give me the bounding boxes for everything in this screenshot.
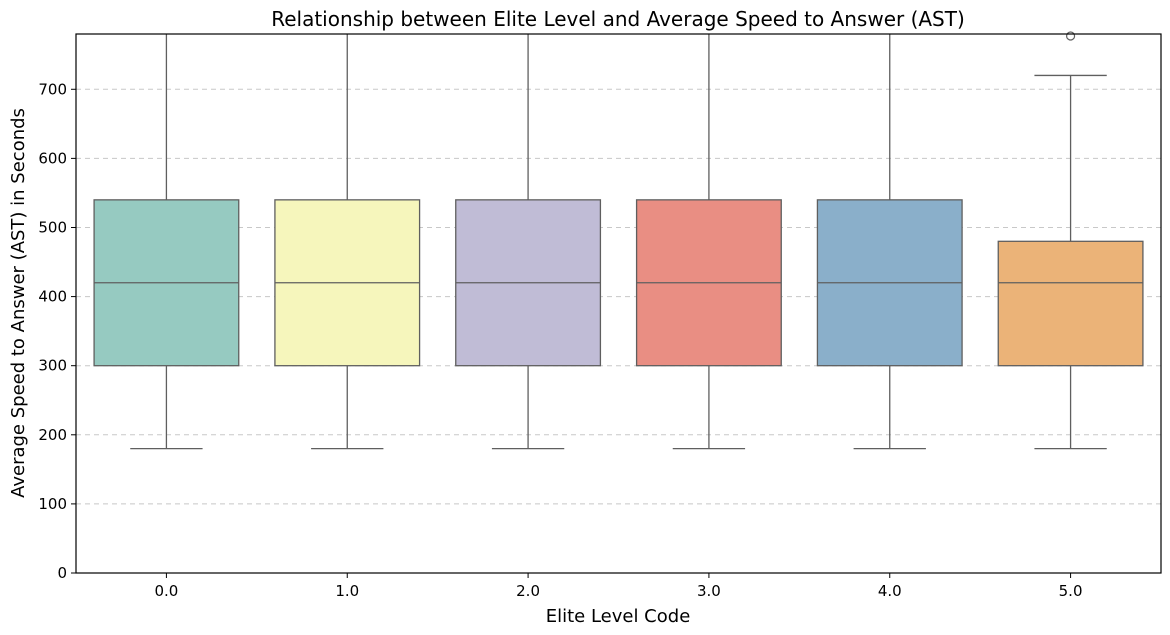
y-tick-label: 500 xyxy=(38,218,67,236)
x-tick-label: 5.0 xyxy=(1059,582,1083,600)
box-group xyxy=(997,31,1144,450)
y-axis-label: Average Speed to Answer (AST) in Seconds xyxy=(8,108,29,498)
x-tick-label: 0.0 xyxy=(154,582,178,600)
y-tick-label: 700 xyxy=(38,80,67,98)
box-group xyxy=(816,34,963,450)
grid-lines xyxy=(76,88,1161,505)
y-axis: 0 100 200 300 400 500 600 700 xyxy=(38,80,76,582)
y-tick-label: 600 xyxy=(38,149,67,167)
y-tick-label: 300 xyxy=(38,357,67,375)
box-group xyxy=(635,34,782,450)
box-group xyxy=(455,34,602,450)
box-group xyxy=(274,34,421,450)
x-tick-label: 1.0 xyxy=(335,582,359,600)
x-tick-label: 3.0 xyxy=(697,582,721,600)
x-tick-label: 4.0 xyxy=(878,582,902,600)
x-tick-label: 2.0 xyxy=(516,582,540,600)
y-tick-label: 200 xyxy=(38,426,67,444)
y-tick-label: 100 xyxy=(38,495,67,513)
chart-title: Relationship between Elite Level and Ave… xyxy=(271,7,965,31)
box-series xyxy=(93,31,1144,450)
box-group xyxy=(93,34,240,450)
y-tick-label: 0 xyxy=(57,564,67,582)
x-axis: 0.0 1.0 2.0 3.0 4.0 5.0 xyxy=(154,573,1083,600)
x-axis-label: Elite Level Code xyxy=(546,606,691,627)
y-tick-label: 400 xyxy=(38,288,67,306)
outlier-point xyxy=(1065,31,1076,41)
box-iqr xyxy=(997,240,1144,367)
plot-area-frame xyxy=(75,33,1162,574)
